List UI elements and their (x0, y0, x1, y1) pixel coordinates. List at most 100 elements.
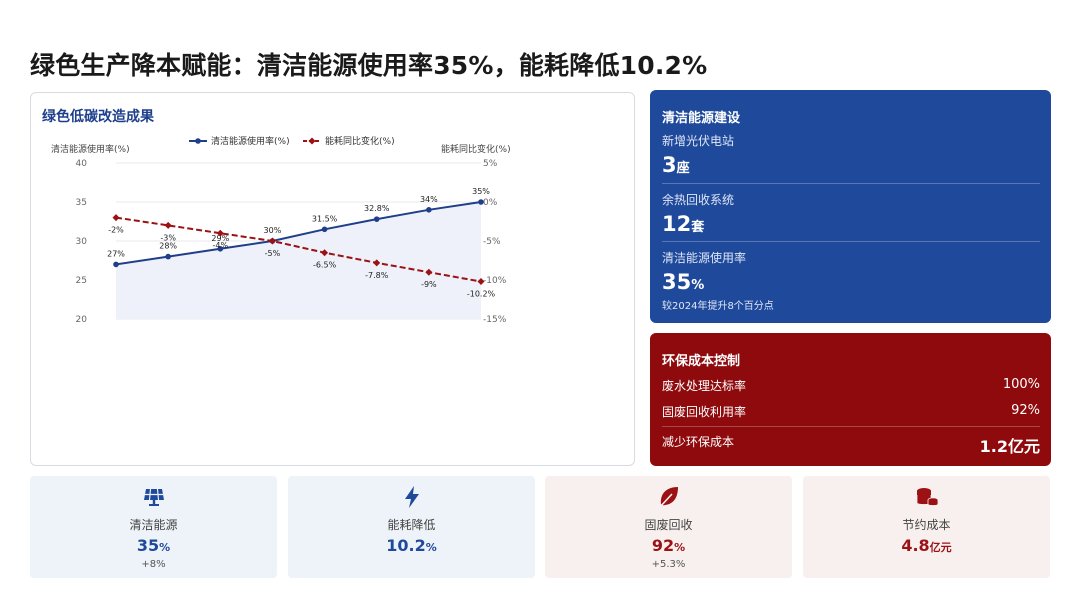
item-label: 新增光伏电站 (662, 134, 735, 148)
legend-swatch-marker (308, 137, 316, 145)
data-point (373, 216, 380, 222)
item-note: 较2024年提升8个百分点 (662, 301, 774, 312)
legend-label: 能耗同比变化(%) (325, 135, 395, 147)
data-label: 27% (107, 249, 125, 258)
y-tick-left: 25 (76, 276, 87, 286)
y-tick-right: -15% (483, 315, 507, 325)
stat-value-wrap: 10.2% (288, 536, 535, 555)
stat-value: 4.8 (901, 536, 930, 555)
stat-value: 92 (651, 536, 675, 555)
item-label: 清洁能源使用率 (662, 251, 747, 265)
y-tick-right: 0% (483, 198, 498, 208)
clean-energy-title: 清洁能源建设 (662, 111, 741, 126)
env-cost-title: 环保成本控制 (662, 354, 741, 369)
stat-label: 固废回收 (644, 518, 693, 532)
data-label: -4% (212, 241, 228, 250)
clean-energy-item: 清洁能源使用率 35% 较2024年提升8个百分点 (662, 249, 1040, 312)
data-point (165, 253, 171, 260)
env-cost-row: 固废回收利用率 92% (662, 403, 1040, 420)
y-axis-title-left: 清洁能源使用率(%) (51, 143, 130, 155)
data-label: 35% (472, 187, 490, 196)
data-label: 32.8% (364, 204, 390, 213)
stat-value: 10.2 (386, 536, 426, 555)
item-value-wrap: 3座 (662, 153, 1040, 177)
y-tick-left: 20 (76, 315, 88, 325)
solar-panel-icon (143, 488, 164, 506)
data-point (268, 237, 276, 245)
data-point (217, 246, 224, 252)
item-value: 3 (662, 153, 677, 177)
series-line-energy-change (115, 216, 482, 283)
stat-unit: % (674, 541, 686, 554)
data-label: 29% (211, 234, 229, 243)
series-line-clean-energy (115, 201, 482, 266)
data-label: 30% (264, 226, 282, 235)
item-value: 12 (662, 212, 692, 236)
y-axis-title-right: 能耗同比变化(%) (441, 143, 511, 155)
data-label: -2% (108, 226, 124, 235)
page-title: 绿色生产降本赋能：清洁能源使用率35%，能耗降低10.2% (30, 51, 708, 80)
row-label: 废水处理达标率 (662, 379, 747, 393)
stat-label: 清洁能源 (129, 518, 178, 532)
y-tick-left: 30 (76, 237, 88, 247)
y-tick-left: 35 (76, 198, 87, 208)
data-label: 31.5% (312, 214, 338, 223)
total-value: 1.2亿元 (979, 437, 1040, 456)
data-point (164, 221, 172, 229)
item-value: 35 (662, 270, 692, 294)
stat-card-cost-saving: 节约成本 4.8亿元 (803, 476, 1050, 578)
data-point (478, 199, 484, 205)
data-label: -7.8% (365, 271, 389, 280)
divider (662, 241, 1040, 242)
stat-value-wrap: 35% (30, 536, 277, 555)
stat-value: 35 (136, 536, 160, 555)
data-point (113, 261, 119, 268)
env-cost-panel: 环保成本控制 废水处理达标率 100% 固废回收利用率 92% 减少环保成本 1… (650, 333, 1051, 466)
row-value: 92% (1011, 403, 1040, 418)
env-cost-total: 减少环保成本 1.2亿元 (662, 433, 1040, 457)
y-tick-right: -10% (483, 276, 507, 286)
legend-label: 清洁能源使用率(%) (211, 135, 290, 147)
data-point (477, 278, 485, 286)
item-value-wrap: 12套 (662, 212, 1040, 236)
stat-card-waste-recycling: 固废回收 92% +5.3% (545, 476, 792, 578)
coins-icon (916, 488, 938, 506)
area-fill (116, 202, 481, 319)
data-label: -10.2% (467, 290, 496, 299)
line-chart: 40 35 30 25 20 5% 0% -5% -10% -15% 清洁能源使用率(%) 能耗同比变… (51, 135, 511, 325)
data-label: -5% (265, 249, 281, 258)
data-label: 34% (420, 195, 438, 204)
divider (662, 426, 1040, 427)
lightning-icon (404, 486, 419, 508)
data-point (373, 259, 381, 267)
item-value-wrap: 35% (662, 270, 1040, 294)
clean-energy-panel: 清洁能源建设 新增光伏电站 3座 余热回收系统 12套 清洁能源使用率 35% … (650, 90, 1051, 323)
data-label: -3% (160, 233, 176, 242)
stat-label: 能耗降低 (387, 518, 436, 532)
data-point (321, 226, 328, 233)
y-tick-left: 40 (76, 159, 88, 169)
data-label: 28% (159, 242, 177, 251)
legend-swatch-marker (195, 138, 201, 144)
y-tick-right: -5% (483, 237, 501, 247)
data-point (321, 249, 329, 257)
stat-unit: 亿元 (929, 541, 952, 554)
item-unit: % (691, 278, 705, 293)
clean-energy-item: 余热回收系统 12套 (662, 191, 1040, 236)
leaf-icon (658, 487, 678, 508)
y-tick-right: 5% (483, 159, 498, 169)
stat-unit: % (159, 541, 171, 554)
data-point (425, 268, 433, 276)
data-point (216, 229, 224, 237)
divider (662, 183, 1040, 184)
env-cost-row: 废水处理达标率 100% (662, 377, 1040, 394)
stat-delta: +5.3% (651, 559, 686, 570)
stat-label: 节约成本 (902, 518, 951, 532)
data-point (112, 214, 120, 222)
data-label: -9% (421, 280, 437, 289)
total-label: 减少环保成本 (662, 435, 735, 449)
item-label: 余热回收系统 (662, 193, 735, 207)
stat-unit: % (425, 541, 437, 554)
clean-energy-item: 新增光伏电站 3座 (662, 132, 1040, 177)
data-point (426, 207, 432, 213)
